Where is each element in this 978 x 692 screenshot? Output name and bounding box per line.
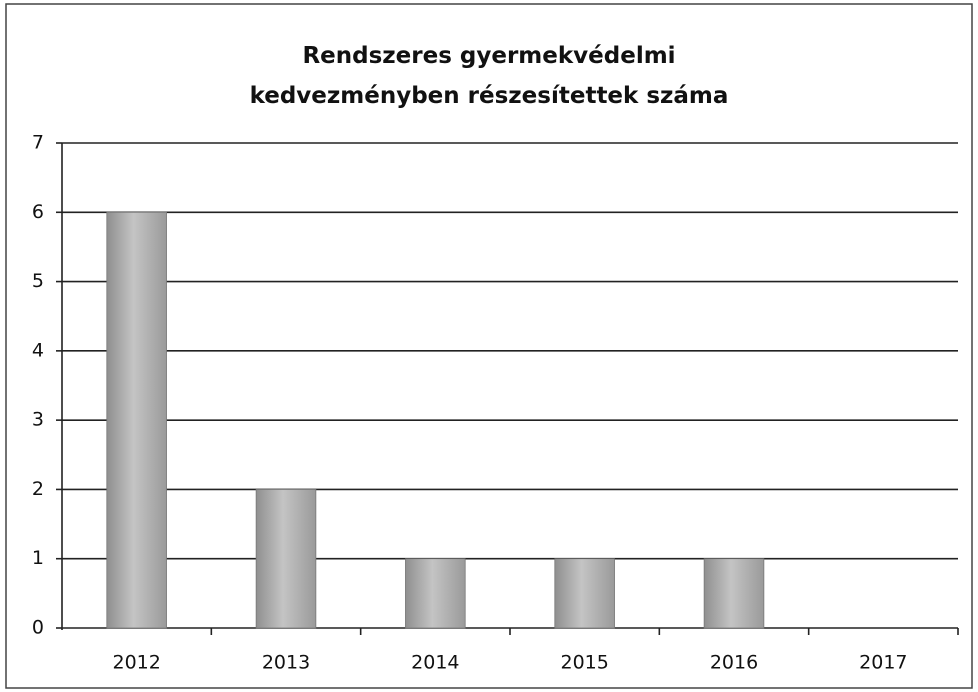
y-tick-label: 1: [32, 547, 44, 569]
y-tick-label: 5: [32, 270, 44, 292]
bar: [703, 558, 765, 629]
y-tick-label: 4: [32, 339, 44, 361]
bar: [255, 489, 317, 629]
x-tick-label: 2017: [859, 652, 907, 674]
y-tick-label: 6: [32, 201, 44, 223]
bar: [405, 558, 466, 629]
x-tick-label: 2013: [262, 652, 310, 674]
y-tick-label: 2: [32, 478, 44, 500]
y-tick-label: 0: [32, 617, 44, 639]
bar: [106, 211, 167, 629]
chart-title: Rendszeres gyermekvédelmi kedvezményben …: [249, 43, 729, 109]
x-tick-label: 2012: [112, 652, 160, 674]
x-tick-label: 2016: [710, 652, 758, 674]
bar: [554, 558, 615, 629]
x-tick-label: 2014: [411, 652, 459, 674]
chart-border: [5, 3, 973, 689]
y-tick-label: 3: [32, 409, 44, 431]
y-tick-label: 7: [32, 132, 44, 154]
x-tick-label: 2015: [560, 652, 608, 674]
